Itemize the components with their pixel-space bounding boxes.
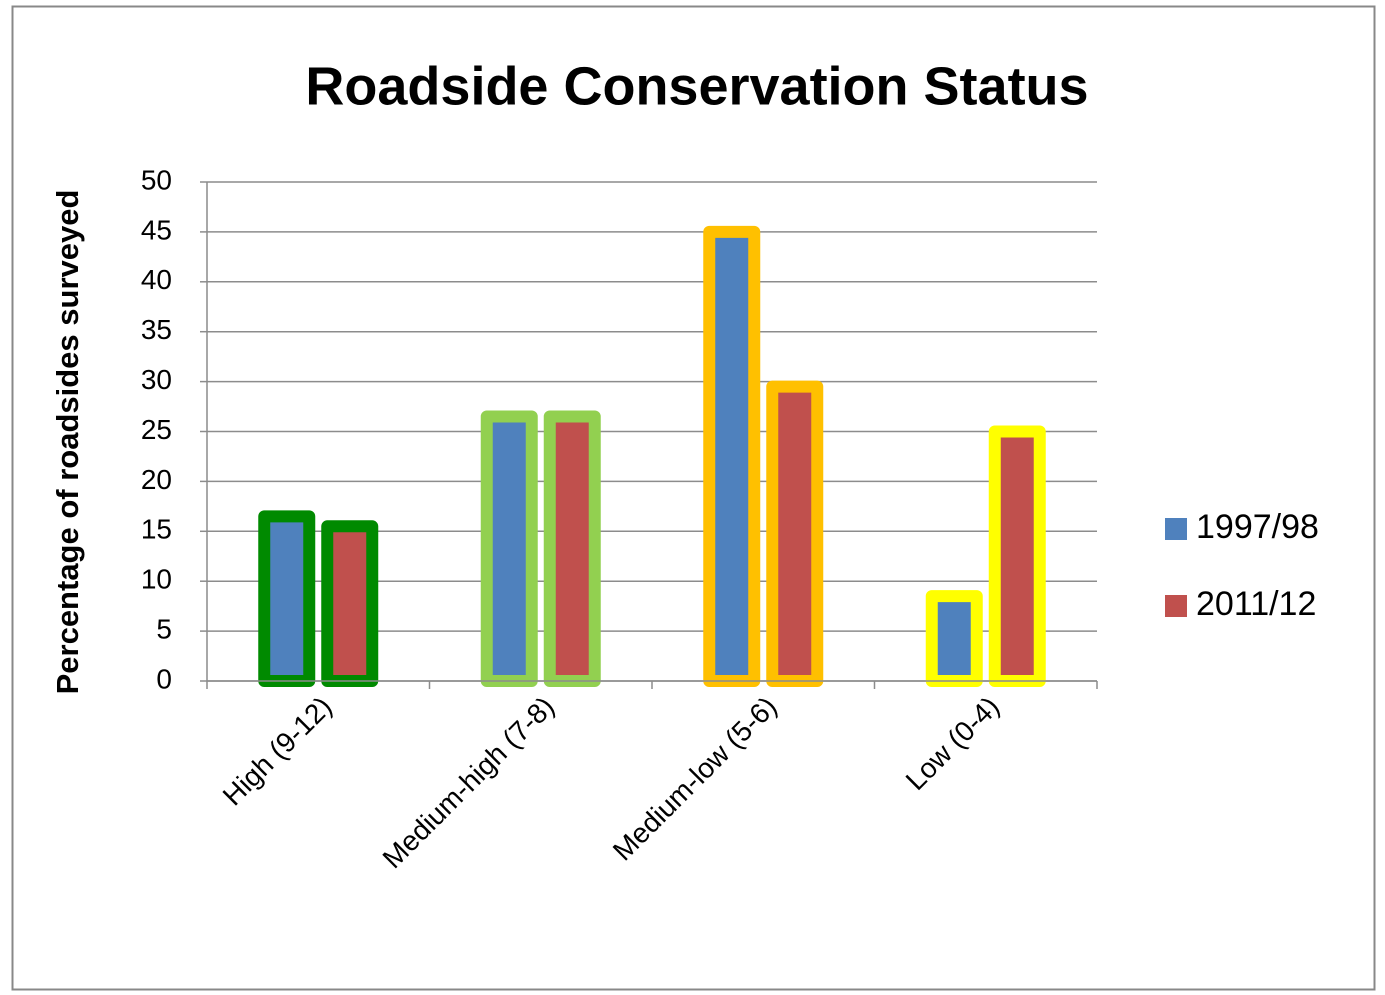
y-tick-label: 0 bbox=[156, 663, 172, 694]
bar bbox=[258, 510, 316, 688]
legend-swatch bbox=[1165, 518, 1187, 540]
y-tick-label: 20 bbox=[141, 464, 172, 495]
y-tick-label: 50 bbox=[141, 164, 172, 195]
y-tick-label: 5 bbox=[156, 613, 172, 644]
legend-label: 1997/98 bbox=[1196, 508, 1319, 546]
y-tick-label: 25 bbox=[141, 414, 172, 445]
bar bbox=[925, 590, 983, 687]
y-axis-label: Percentage of roadsides surveyed bbox=[50, 190, 85, 695]
chart-frame bbox=[11, 5, 1376, 991]
bar bbox=[766, 380, 824, 687]
y-tick-label: 35 bbox=[141, 314, 172, 345]
y-tick-label: 40 bbox=[141, 264, 172, 295]
bar bbox=[543, 410, 601, 687]
bar bbox=[988, 425, 1046, 687]
y-tick-label: 15 bbox=[141, 514, 172, 545]
y-tick-label: 45 bbox=[141, 214, 172, 245]
chart-title: Roadside Conservation Status bbox=[305, 56, 1088, 116]
y-tick-label: 30 bbox=[141, 364, 172, 395]
bar bbox=[321, 520, 379, 687]
bar bbox=[703, 225, 761, 687]
legend-label: 2011/12 bbox=[1196, 585, 1316, 623]
legend-swatch bbox=[1165, 595, 1187, 617]
y-tick-label: 10 bbox=[141, 564, 172, 595]
bar bbox=[480, 410, 538, 687]
